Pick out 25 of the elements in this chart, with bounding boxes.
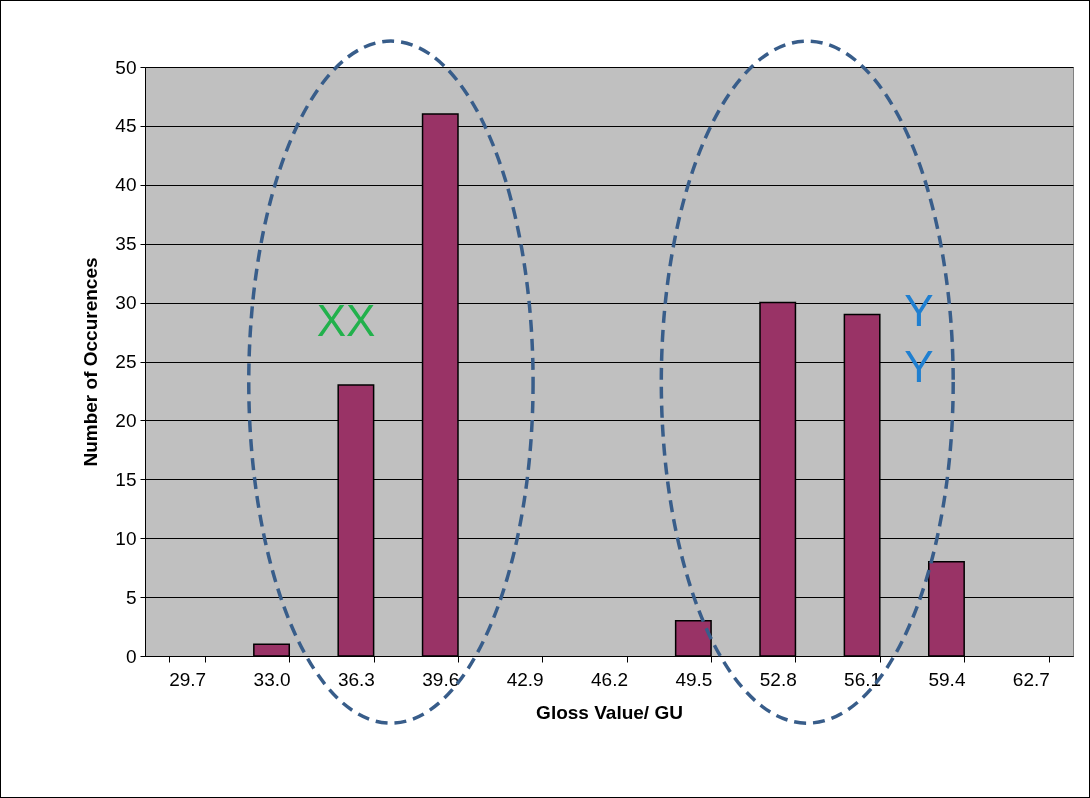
x-tick-label: 36.3 [337,668,375,690]
y-tick-label: 50 [115,56,137,78]
x-tick-label: 42.9 [506,668,544,690]
y-tick-label: 25 [115,351,137,372]
y-tick-label: 35 [115,233,137,255]
y-tick-label: 0 [125,645,137,667]
y-tick-label: 45 [115,115,137,137]
y-tick-label: 40 [115,174,137,196]
x-tick-label: 52.8 [759,668,797,690]
x-tick-label: 49.5 [675,668,713,690]
x-tick-label: 46.2 [591,668,628,690]
y-tick-label: 10 [115,527,137,549]
y-tick-label: 20 [115,409,137,431]
x-tick-label: 59.4 [928,668,966,690]
x-tick-label: 62.7 [1012,668,1050,690]
x-tick-label: 29.7 [169,668,207,690]
y-tick-label: 5 [125,586,137,608]
annotation: XX [316,296,376,345]
y-tick-label: 15 [115,468,137,490]
x-axis-title: Gloss Value/ GU [536,701,683,723]
x-tick-label: 39.6 [422,668,460,690]
x-tick-label: 56.1 [844,668,882,690]
y-axis-title: Number of Occurences [80,257,102,467]
y-tick-label: 30 [115,292,137,314]
x-tick-label: 33.0 [253,668,291,690]
